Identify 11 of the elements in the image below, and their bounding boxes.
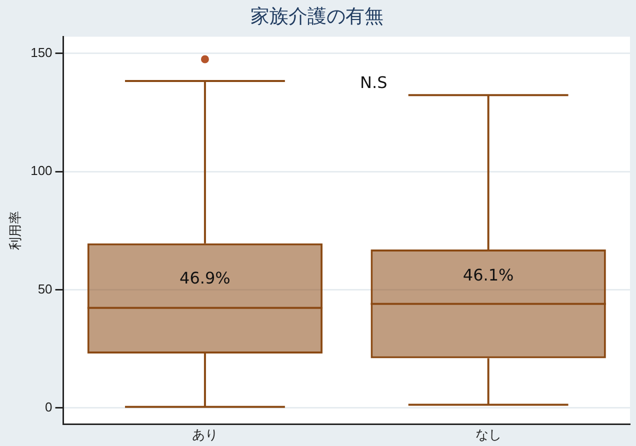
y-tick-label: 100 bbox=[30, 163, 52, 178]
chart-title: 家族介護の有無 bbox=[250, 5, 384, 28]
x-tick-label: あり bbox=[192, 426, 218, 442]
y-tick-label: 150 bbox=[30, 44, 52, 60]
y-tick-label: 0 bbox=[45, 399, 52, 414]
y-axis-title: 利用率 bbox=[7, 211, 22, 250]
annotation: 46.1% bbox=[462, 266, 514, 285]
annotation: 46.9% bbox=[180, 268, 230, 288]
annotation: N.S bbox=[360, 72, 388, 92]
x-tick-label: なし bbox=[475, 426, 502, 442]
y-tick-label: 50 bbox=[38, 281, 52, 296]
